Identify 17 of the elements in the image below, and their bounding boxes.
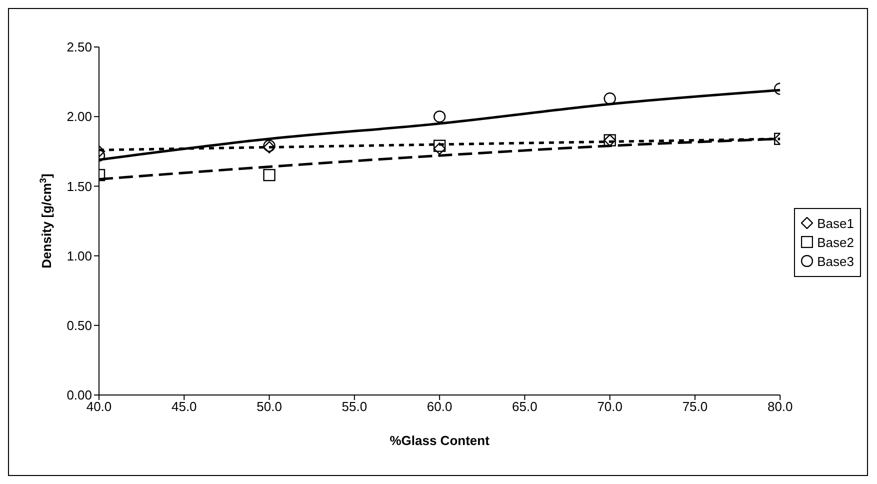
legend-label: Base1: [817, 216, 854, 230]
x-tick-label: 75.0: [682, 399, 708, 414]
x-tick-label: 45.0: [171, 399, 197, 414]
x-tick-label: 55.0: [342, 399, 368, 414]
x-tick-label: 80.0: [767, 399, 793, 414]
x-tick-label: 50.0: [256, 399, 282, 414]
x-tick-label: 65.0: [512, 399, 538, 414]
y-tick-label: 1.00: [66, 248, 92, 264]
legend-label: Base2: [817, 234, 854, 250]
x-axis-title: %Glass Content: [390, 433, 490, 448]
y-tick-label: 2.50: [66, 40, 92, 55]
y-tick-label: 2.00: [66, 109, 92, 124]
x-tick-label: 70.0: [597, 399, 622, 414]
x-tick-label: 60.0: [426, 399, 452, 414]
legend-label: Base3: [817, 254, 854, 268]
y-tick-label: 0.50: [66, 318, 92, 334]
y-tick-label: 1.50: [66, 178, 92, 194]
